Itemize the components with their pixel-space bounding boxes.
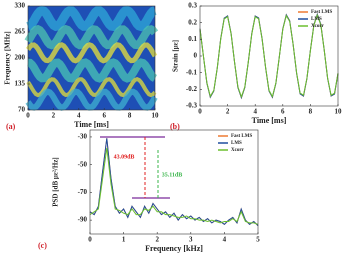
x-tick-label: 6	[281, 108, 285, 116]
y-tick-label: 70	[18, 106, 26, 114]
x-axis-label: Time [ms]	[74, 120, 109, 129]
y-tick-label: -0.3	[186, 102, 198, 110]
series-line	[199, 13, 339, 99]
y-tick-label: 0.1	[188, 35, 197, 43]
x-axis-label: Frequency [kHz]	[145, 244, 203, 253]
y-tick-label: 0	[194, 52, 198, 60]
y-axis-label: Strain [με]	[172, 40, 180, 72]
plot-frame	[89, 129, 259, 235]
y-tick-label: -30	[78, 133, 88, 141]
legend-label: LMS	[311, 17, 322, 22]
x-tick-label: 10	[335, 108, 342, 116]
annotation: 35.11dB	[162, 172, 183, 178]
heatmap-band	[25, 88, 158, 111]
x-tick-label: 10	[152, 112, 160, 120]
x-tick-label: 2	[226, 108, 230, 116]
x-tick-label: 8	[128, 112, 132, 120]
psd-annotation-lines	[100, 136, 170, 199]
y-tick-label: -50	[78, 160, 88, 168]
y-tick-label: 265	[15, 28, 26, 36]
x-tick-label: 4	[223, 236, 227, 244]
legend-label: LMS	[231, 141, 242, 146]
x-tick-label: 5	[256, 236, 260, 244]
panel-label: (a)	[6, 122, 16, 131]
heatmap-band	[25, 42, 158, 64]
heatmap-band	[26, 5, 157, 32]
heatmap-band	[24, 24, 159, 50]
x-tick-label: 4	[253, 108, 257, 116]
y-tick-label: 0.2	[188, 18, 197, 26]
x-tick-label: 1	[122, 236, 126, 244]
x-tick-label: 6	[102, 112, 106, 120]
x-tick-label: 3	[189, 236, 193, 244]
heatmap	[24, 5, 159, 111]
y-tick-label: 135	[15, 80, 26, 88]
legend-label: Xcorr	[231, 148, 245, 153]
x-axis-label: Time [ms]	[252, 116, 287, 125]
x-tick-label: 2	[52, 112, 56, 120]
y-tick-label: 330	[15, 2, 26, 10]
y-tick-label: -90	[78, 216, 88, 224]
y-tick-label: 200	[15, 54, 26, 62]
x-tick-label: 2	[155, 236, 159, 244]
heatmap-band	[27, 58, 158, 83]
legend-label: Fast LMS	[311, 10, 332, 15]
y-tick-label: 0.3	[188, 2, 197, 10]
legend-label: Fast LMS	[231, 134, 252, 139]
x-tick-label: 0	[26, 112, 30, 120]
annotation: 43.09dB	[114, 154, 135, 160]
series-line	[89, 138, 259, 227]
x-tick-label: 4	[77, 112, 81, 120]
heatmap-band	[26, 76, 157, 98]
panel-label: (b)	[170, 122, 180, 131]
y-tick-label: -0.2	[186, 85, 198, 93]
y-axis-label: Frequency [MHz]	[4, 31, 12, 84]
x-tick-label: 8	[309, 108, 313, 116]
series-line	[89, 147, 259, 225]
y-axis-label: PSD [dB με²/Hz]	[52, 157, 60, 207]
x-tick-label: 0	[198, 108, 202, 116]
legend-label: Xcorr	[311, 24, 325, 29]
y-tick-label: -0.1	[186, 68, 198, 76]
x-tick-label: 0	[88, 236, 92, 244]
panel-label: (c)	[38, 241, 47, 250]
y-tick-label: -70	[78, 188, 88, 196]
